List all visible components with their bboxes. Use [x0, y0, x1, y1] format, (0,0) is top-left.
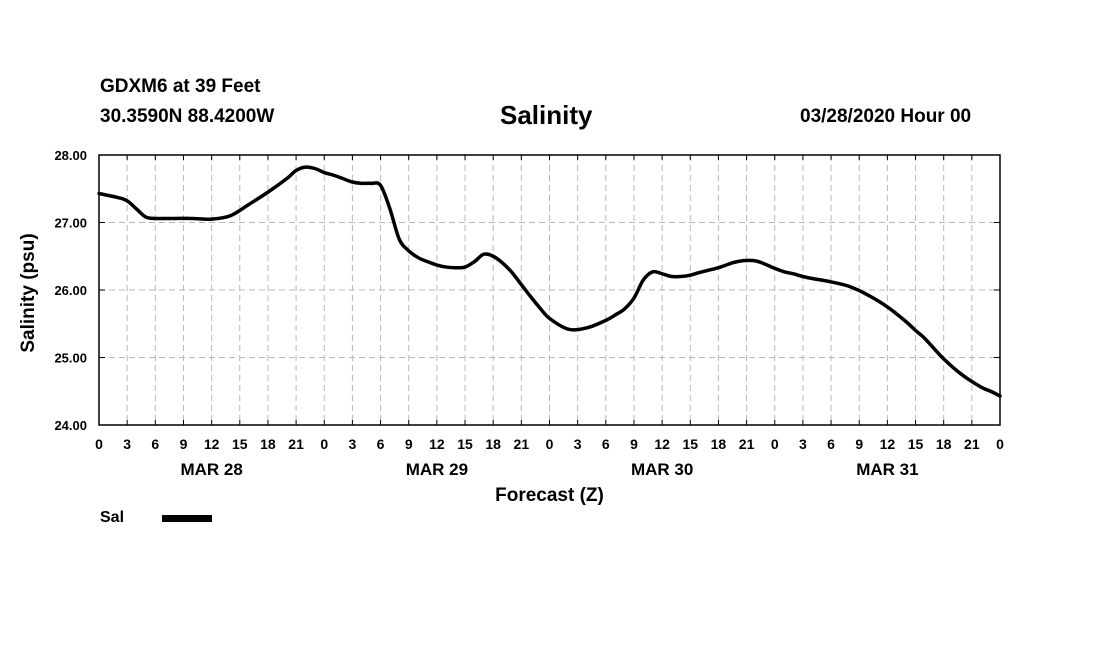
date-label: MAR 29 [406, 460, 468, 479]
x-tick-label: 6 [377, 436, 385, 452]
x-tick-label: 15 [908, 436, 924, 452]
y-tick-label: 27.00 [54, 216, 87, 231]
forecast-run-time: 03/28/2020 Hour 00 [800, 106, 972, 127]
station-label: GDXM6 at 39 Feet [100, 76, 261, 97]
x-tick-label: 12 [654, 436, 670, 452]
x-tick-label: 15 [682, 436, 698, 452]
x-tick-label: 15 [457, 436, 473, 452]
legend: Sal [100, 509, 212, 527]
x-axis-label: Forecast (Z) [495, 485, 604, 506]
y-tick-label: 28.00 [54, 148, 87, 163]
x-tick-label: 0 [320, 436, 328, 452]
x-tick-label: 0 [771, 436, 779, 452]
x-tick-label: 9 [405, 436, 413, 452]
legend-label: Sal [100, 509, 125, 526]
x-tick-label: 9 [630, 436, 638, 452]
x-tick-label: 21 [739, 436, 755, 452]
x-tick-label: 0 [95, 436, 103, 452]
y-axis-label: Salinity (psu) [18, 233, 39, 352]
x-tick-label: 18 [711, 436, 727, 452]
x-tick-label: 12 [880, 436, 896, 452]
x-tick-label: 3 [799, 436, 807, 452]
x-tick-label: 9 [180, 436, 188, 452]
x-tick-label: 12 [429, 436, 445, 452]
date-label: MAR 28 [180, 460, 242, 479]
x-tick-label: 18 [260, 436, 276, 452]
x-tick-label: 18 [485, 436, 501, 452]
x-tick-label: 0 [546, 436, 554, 452]
x-tick-label: 3 [349, 436, 357, 452]
legend-swatch [162, 514, 212, 522]
x-tick-label: 21 [964, 436, 980, 452]
y-tick-label: 24.00 [54, 418, 87, 433]
date-label: MAR 30 [631, 460, 693, 479]
chart-title: Salinity [500, 100, 593, 130]
x-tick-label: 3 [123, 436, 131, 452]
x-tick-label: 6 [602, 436, 610, 452]
y-tick-label: 25.00 [54, 351, 87, 366]
date-label: MAR 31 [856, 460, 918, 479]
x-tick-label: 21 [514, 436, 530, 452]
series-line-sal [97, 165, 1002, 398]
x-tick-label: 6 [827, 436, 835, 452]
x-tick-label: 15 [232, 436, 248, 452]
coordinates-label: 30.3590N 88.4200W [100, 106, 275, 127]
x-tick-label: 18 [936, 436, 952, 452]
x-tick-label: 9 [855, 436, 863, 452]
x-tick-label: 0 [996, 436, 1004, 452]
x-tick-label: 6 [151, 436, 159, 452]
x-tick-label: 21 [288, 436, 304, 452]
x-tick-label: 3 [574, 436, 582, 452]
x-tick-label: 12 [204, 436, 220, 452]
y-tick-label: 26.00 [54, 283, 87, 298]
